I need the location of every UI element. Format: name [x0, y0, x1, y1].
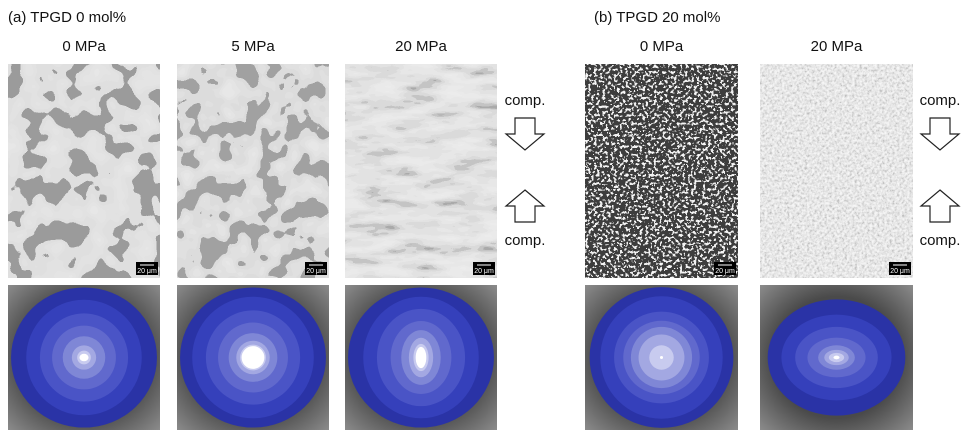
compression-label: comp.: [920, 232, 961, 249]
compression-arrow-down: [506, 118, 544, 150]
micrograph: [585, 64, 738, 278]
column-label: 0 MPa: [62, 38, 106, 55]
scattering-ring: [660, 356, 663, 359]
micrograph: [345, 64, 497, 278]
micrograph: [760, 64, 913, 278]
micrograph: [177, 64, 329, 278]
compression-label: comp.: [505, 92, 546, 109]
scale-bar-label: 20 μm: [890, 268, 910, 275]
column-label: 5 MPa: [231, 38, 275, 55]
page: {"panels": [ {"title": "(a) TPGD 0 mol%"…: [0, 0, 971, 433]
scattering-ring: [416, 347, 427, 368]
scale-bar-label: 20 μm: [474, 268, 494, 275]
column-label: 0 MPa: [640, 38, 684, 55]
compression-label: comp.: [920, 92, 961, 109]
column-label: 20 MPa: [395, 38, 447, 55]
panel-title: (b) TPGD 20 mol%: [594, 9, 720, 26]
panel: (b) TPGD 20 mol% 0 MPa 20 μm 20 MPa 20 μm com…: [585, 9, 960, 430]
scattering-ring: [833, 356, 839, 360]
compression-arrow-down: [921, 118, 959, 150]
scattering-ring: [242, 346, 265, 369]
micrograph: [8, 64, 160, 278]
scale-bar-label: 20 μm: [715, 268, 735, 275]
compression-arrow-up: [506, 190, 544, 222]
panel-title: (a) TPGD 0 mol%: [8, 9, 126, 26]
scale-bar-label: 20 μm: [306, 268, 326, 275]
scale-bar-label: 20 μm: [137, 268, 157, 275]
figure: (a) TPGD 0 mol% 0 MPa 20 μm 5 MPa 20 μm 20 MP…: [0, 0, 971, 433]
column-label: 20 MPa: [811, 38, 863, 55]
compression-arrow-up: [921, 190, 959, 222]
panel: (a) TPGD 0 mol% 0 MPa 20 μm 5 MPa 20 μm 20 MP…: [8, 9, 545, 430]
scattering-ring: [79, 354, 88, 362]
compression-label: comp.: [505, 232, 546, 249]
